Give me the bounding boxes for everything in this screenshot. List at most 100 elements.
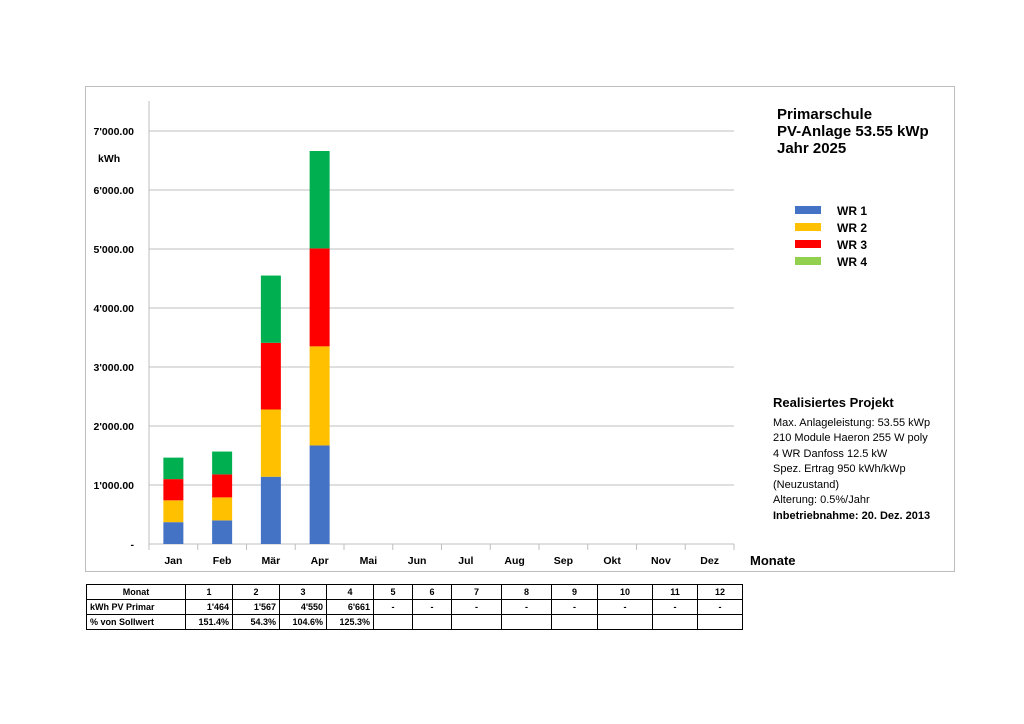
table-cell: 6'661 (326, 599, 374, 615)
bar-chart: - 1'000.00 2'000.00 3'000.00 4'000.00 5'000.0… (94, 101, 796, 568)
table-header-cell: Monat (86, 584, 186, 600)
bar-segment (212, 520, 233, 544)
project-line: 4 WR Danfoss 12.5 kW (773, 447, 888, 460)
table-cell: - (412, 599, 452, 615)
legend-swatch (795, 240, 821, 248)
commissioning-date: Inbetriebnahme: 20. Dez. 2013 (773, 509, 931, 522)
table-header-cell: 8 (501, 584, 552, 600)
table-header-cell: 12 (697, 584, 743, 600)
x-tick-label: Mai (360, 555, 378, 567)
x-tick-label: Jan (164, 555, 182, 567)
bar-segment (260, 409, 281, 477)
legend-label: WR 1 (837, 204, 867, 218)
x-tick-label: Jul (458, 555, 473, 567)
table-cell (652, 614, 698, 630)
table-cell (597, 614, 653, 630)
bar-segment (212, 474, 233, 498)
x-tick-label: Feb (213, 555, 232, 567)
chart-title: Primarschule PV-Anlage 53.55 kWp Jahr 20… (777, 106, 929, 157)
title-line: PV-Anlage 53.55 kWp (777, 123, 929, 140)
y-tick-label: 7'000.00 (94, 126, 135, 138)
bar-segment (260, 342, 281, 410)
x-tick-label: Sep (554, 555, 573, 567)
legend-label: WR 4 (837, 255, 867, 269)
table-header-cell: 5 (373, 584, 413, 600)
project-line: (Neuzustand) (773, 478, 840, 491)
chart-frame: - 1'000.00 2'000.00 3'000.00 4'000.00 5'000.0… (85, 86, 955, 572)
table-header-row: Monat 1 2 3 4 5 6 7 8 9 10 11 12 (86, 584, 743, 600)
table-cell (501, 614, 552, 630)
table-header-cell: 10 (597, 584, 653, 600)
table-cell: 4'550 (279, 599, 327, 615)
legend-swatch (795, 257, 821, 265)
table-header-cell: 9 (551, 584, 598, 600)
row-label: kWh PV Primar (86, 599, 186, 615)
table-row: kWh PV Primar 1'464 1'567 4'550 6'661 - … (86, 599, 743, 615)
y-tick-label: 5'000.00 (94, 244, 135, 256)
y-tick-label: - (131, 539, 135, 551)
table-cell: 1'567 (232, 599, 280, 615)
y-axis-label: kWh (98, 153, 120, 165)
y-tick-label: 6'000.00 (94, 185, 135, 197)
legend-label: WR 2 (837, 221, 867, 235)
bar-segment (309, 346, 330, 446)
project-title: Realisiertes Projekt (773, 395, 894, 410)
table-cell: 151.4% (185, 614, 233, 630)
bar-segment (163, 522, 184, 544)
y-tick-label: 4'000.00 (94, 303, 135, 315)
bar-segment (163, 500, 184, 523)
table-cell: 104.6% (279, 614, 327, 630)
x-tick-label: Aug (504, 555, 524, 567)
x-tick-label: Nov (651, 555, 671, 567)
x-tick-label: Okt (603, 555, 621, 567)
table-cell (697, 614, 743, 630)
bar-segment (260, 275, 281, 343)
x-tick-label: Dez (700, 555, 719, 567)
table-cell: - (652, 599, 698, 615)
table-cell: - (551, 599, 598, 615)
bar-segment (212, 497, 233, 521)
y-tick-label: 2'000.00 (94, 421, 135, 433)
bar-segment (163, 479, 184, 501)
table-header-cell: 7 (451, 584, 502, 600)
bar-segment (163, 457, 184, 480)
table-cell (551, 614, 598, 630)
table-header-cell: 6 (412, 584, 452, 600)
project-line: Max. Anlageleistung: 53.55 kWp (773, 416, 931, 429)
table-cell: - (697, 599, 743, 615)
summary-table: Monat 1 2 3 4 5 6 7 8 9 10 11 12 kWh PV … (86, 584, 743, 630)
project-info: Realisiertes Projekt Max. Anlageleistung… (773, 395, 930, 524)
table-cell: 54.3% (232, 614, 280, 630)
x-tick-label: Mär (262, 555, 281, 567)
table-cell (373, 614, 413, 630)
table-cell (412, 614, 452, 630)
table-header-cell: 11 (652, 584, 698, 600)
project-line: Spez. Ertrag 950 kWh/kWp (773, 463, 906, 475)
table-row: % von Sollwert 151.4% 54.3% 104.6% 125.3… (86, 614, 743, 630)
y-tick-label: 1'000.00 (94, 480, 135, 492)
x-axis-label: Monate (750, 553, 796, 568)
legend-label: WR 3 (837, 238, 867, 252)
table-cell: - (451, 599, 502, 615)
table-header-cell: 2 (232, 584, 280, 600)
y-tick-label: 3'000.00 (94, 362, 135, 374)
bar-segment (309, 445, 330, 544)
table-cell: 125.3% (326, 614, 374, 630)
table-cell (451, 614, 502, 630)
table-header-cell: 4 (326, 584, 374, 600)
table-cell: - (501, 599, 552, 615)
legend-swatch (795, 206, 821, 214)
bar-segment (309, 151, 330, 249)
legend-swatch (795, 223, 821, 231)
row-label: % von Sollwert (86, 614, 186, 630)
bar-segment (212, 451, 233, 475)
bar-segment (260, 476, 281, 544)
project-line: Alterung: 0.5%/Jahr (773, 494, 870, 506)
bar-segment (309, 248, 330, 347)
title-line: Primarschule (777, 106, 873, 123)
table-header-cell: 1 (185, 584, 233, 600)
table-cell: 1'464 (185, 599, 233, 615)
project-line: 210 Module Haeron 255 W poly (773, 432, 928, 444)
table-cell: - (597, 599, 653, 615)
x-tick-label: Jun (408, 555, 427, 567)
